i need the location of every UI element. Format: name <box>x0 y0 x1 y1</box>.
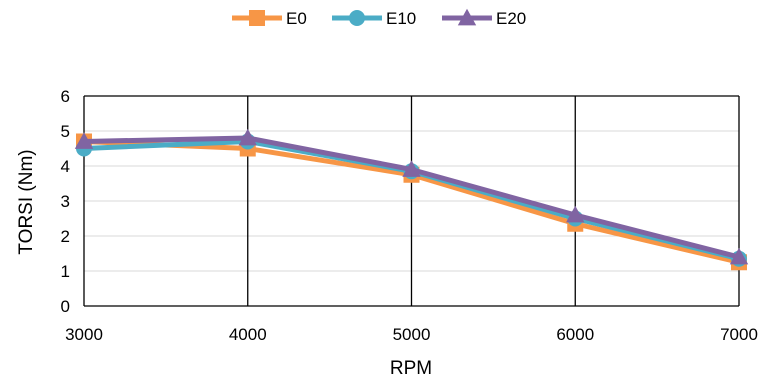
x-tick-label: 5000 <box>393 325 431 344</box>
data-point-e20 <box>238 128 257 146</box>
legend-marker-e0 <box>249 10 265 26</box>
axes: 0 1 2 3 4 5 6 3000 4000 5000 6000 7000 <box>61 87 758 344</box>
y-tick-label: 1 <box>61 262 70 281</box>
legend-label-e20: E20 <box>496 9 526 28</box>
y-tick-label: 6 <box>61 87 70 106</box>
legend-marker-e20 <box>457 8 477 26</box>
x-tick-label: 6000 <box>556 325 594 344</box>
series-group <box>74 128 749 271</box>
data-point-e20 <box>566 205 585 223</box>
legend-item-e20: E20 <box>442 8 526 28</box>
legend-item-e0: E0 <box>232 9 307 28</box>
legend-item-e10: E10 <box>332 9 416 28</box>
data-point-e20 <box>402 160 421 177</box>
data-point-e20 <box>74 132 94 149</box>
data-point-e20 <box>729 247 749 265</box>
y-axis-label: TORSI (Nm) <box>16 149 37 254</box>
axis-labels: RPM TORSI (Nm) <box>16 149 432 379</box>
y-tick-label: 3 <box>61 192 70 211</box>
x-tick-label: 4000 <box>229 325 267 344</box>
x-tick-label: 3000 <box>65 325 103 344</box>
legend-label-e10: E10 <box>386 9 416 28</box>
x-axis-label: RPM <box>390 358 432 379</box>
legend-marker-e10 <box>349 10 365 26</box>
legend-label-e0: E0 <box>286 9 307 28</box>
y-tick-label: 0 <box>61 297 70 316</box>
legend: E0 E10 E20 <box>232 8 526 28</box>
y-tick-label: 5 <box>61 122 70 141</box>
y-tick-label: 4 <box>61 157 70 176</box>
series-e20 <box>74 128 749 265</box>
grid <box>83 95 740 306</box>
y-tick-label: 2 <box>61 227 70 246</box>
x-tick-label: 7000 <box>720 325 758 344</box>
